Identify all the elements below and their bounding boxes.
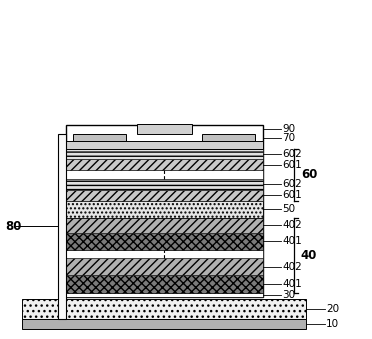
Bar [66, 201, 263, 218]
Text: 402: 402 [282, 220, 302, 230]
Bar [66, 148, 263, 159]
Text: 601: 601 [282, 190, 302, 200]
Bar [66, 159, 263, 171]
Text: 80: 80 [6, 220, 22, 233]
Bar [66, 250, 263, 258]
Bar [66, 125, 263, 297]
Bar [66, 233, 263, 250]
Bar [73, 134, 126, 141]
Bar [202, 134, 255, 141]
Text: 90: 90 [282, 124, 295, 134]
Bar [66, 190, 263, 201]
Text: 10: 10 [326, 319, 339, 329]
Text: 40: 40 [301, 249, 317, 262]
Bar [137, 124, 192, 134]
Text: 602: 602 [282, 149, 302, 159]
Text: 30: 30 [282, 290, 295, 300]
Text: 50: 50 [282, 204, 295, 214]
Text: 402: 402 [282, 262, 302, 272]
Bar [66, 276, 263, 293]
Bar [22, 299, 306, 319]
Text: 401: 401 [282, 236, 302, 246]
Bar [66, 258, 263, 276]
Bar [66, 179, 263, 190]
Text: 602: 602 [282, 179, 302, 189]
Text: 20: 20 [326, 304, 339, 314]
Bar [66, 218, 263, 233]
Text: 60: 60 [301, 168, 317, 181]
Bar [22, 319, 306, 329]
Bar [66, 141, 263, 148]
Text: 601: 601 [282, 160, 302, 170]
Text: 401: 401 [282, 279, 302, 289]
Text: 70: 70 [282, 133, 295, 142]
Bar [66, 293, 263, 297]
Bar [66, 171, 263, 179]
Bar [58, 134, 66, 319]
